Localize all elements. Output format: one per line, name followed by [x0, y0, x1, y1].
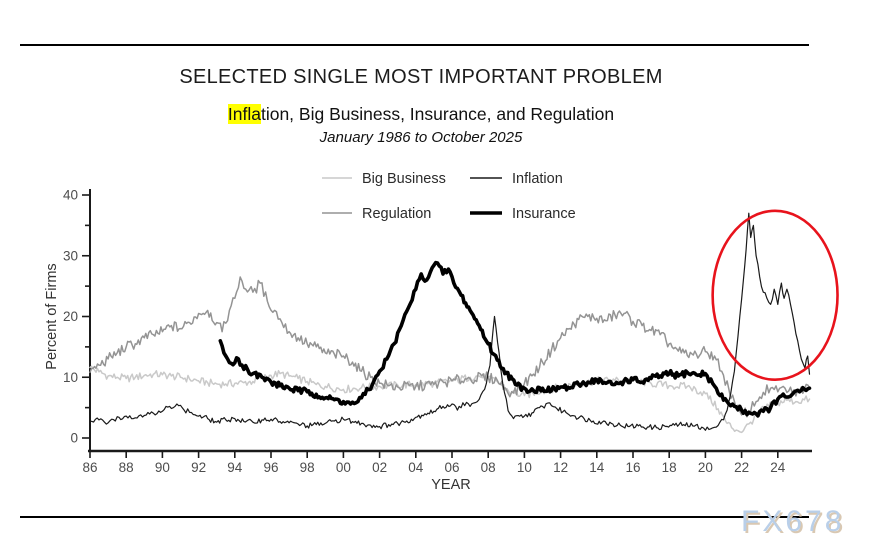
- legend-label-insurance: Insurance: [512, 206, 576, 222]
- page-title: SELECTED SINGLE MOST IMPORTANT PROBLEM: [179, 66, 663, 88]
- x-tick-label: 04: [408, 460, 424, 475]
- x-tick-label: 22: [734, 460, 749, 475]
- x-tick-label: 06: [444, 460, 459, 475]
- watermark: FX678: [741, 505, 845, 538]
- x-tick-label: 24: [770, 460, 786, 475]
- x-tick-label: 12: [553, 460, 568, 475]
- y-tick-label: 10: [63, 370, 78, 385]
- y-axis-title: Percent of Firms: [44, 263, 60, 369]
- x-tick-label: 86: [82, 460, 97, 475]
- x-tick-label: 00: [336, 460, 351, 475]
- x-tick-label: 08: [481, 460, 496, 475]
- y-tick-label: 30: [63, 248, 78, 263]
- x-tick-label: 88: [119, 460, 134, 475]
- x-tick-label: 90: [155, 460, 170, 475]
- y-tick-label: 20: [63, 309, 78, 324]
- top-rule: [20, 44, 809, 46]
- x-tick-label: 14: [589, 460, 605, 475]
- x-axis-title: YEAR: [431, 477, 471, 493]
- x-tick-label: 18: [662, 460, 677, 475]
- subtitle-rest: tion, Big Business, Insurance, and Regul…: [260, 104, 615, 124]
- x-tick-label: 02: [372, 460, 387, 475]
- x-tick-label: 96: [263, 460, 278, 475]
- series-line-insurance: [218, 260, 812, 418]
- y-tick-label: 40: [63, 188, 78, 203]
- legend-label-big-business: Big Business: [362, 171, 446, 187]
- x-tick-label: 94: [227, 460, 243, 475]
- x-tick-label: 20: [698, 460, 713, 475]
- x-tick-label: 16: [625, 460, 640, 475]
- bottom-rule: [20, 516, 809, 518]
- x-tick-label: 98: [300, 460, 315, 475]
- x-tick-label: 10: [517, 460, 532, 475]
- annotation-ellipse: [711, 209, 839, 381]
- x-tick-label: 92: [191, 460, 206, 475]
- date-range: January 1986 to October 2025: [319, 129, 523, 146]
- legend-label-regulation: Regulation: [362, 206, 431, 222]
- series-line-regulation: [89, 276, 811, 418]
- legend-label-inflation: Inflation: [512, 171, 563, 187]
- subtitle-highlight: Infla: [227, 104, 261, 124]
- chart-subtitle: Inflation, Big Business, Insurance, and …: [0, 104, 842, 125]
- y-tick-label: 0: [70, 431, 78, 446]
- series-line-inflation: [89, 212, 811, 431]
